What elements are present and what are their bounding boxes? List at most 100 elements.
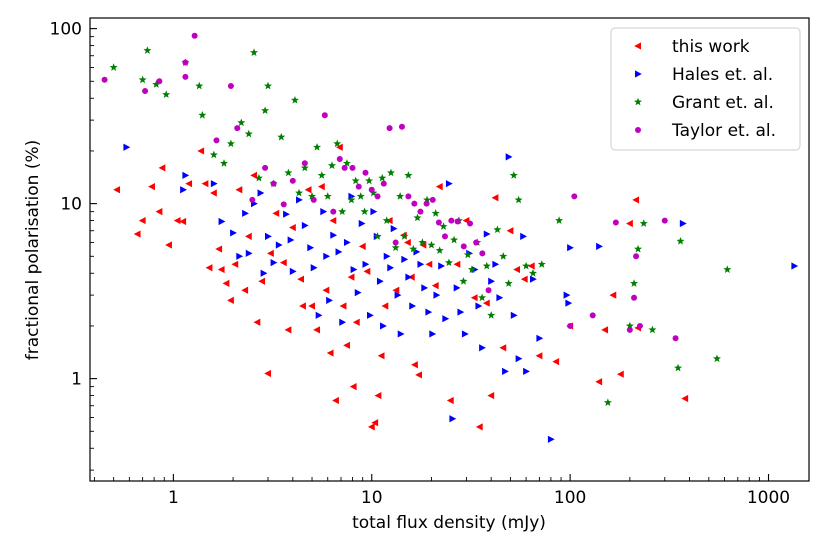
data-point	[515, 355, 523, 363]
data-point	[520, 232, 527, 240]
data-point	[547, 435, 555, 443]
data-point	[280, 201, 287, 208]
data-point	[479, 250, 486, 257]
data-point	[342, 159, 351, 167]
data-point	[413, 213, 422, 222]
data-point	[442, 315, 450, 323]
data-point	[467, 220, 474, 227]
data-point	[596, 242, 603, 250]
data-point	[343, 341, 350, 349]
data-point	[289, 223, 296, 232]
data-point	[313, 326, 321, 334]
data-point	[411, 200, 418, 207]
data-point	[475, 423, 483, 431]
data-point	[250, 171, 258, 179]
data-point	[360, 207, 369, 216]
data-point	[506, 227, 514, 235]
data-point	[244, 232, 252, 240]
legend-label: Grant et. al.	[672, 93, 774, 113]
data-point	[287, 236, 295, 244]
data-point	[404, 171, 413, 179]
data-point	[626, 219, 633, 228]
data-point	[198, 111, 207, 119]
data-point	[367, 423, 375, 431]
data-point	[209, 150, 218, 159]
data-point	[411, 361, 418, 369]
data-point	[265, 232, 272, 240]
data-point	[261, 106, 270, 115]
data-point	[387, 264, 395, 272]
x-tick-label: 1000	[747, 488, 790, 508]
x-tick-label: 10	[361, 488, 383, 508]
data-point	[236, 252, 244, 260]
data-point	[197, 147, 205, 155]
data-point	[723, 265, 732, 273]
data-point	[222, 279, 230, 288]
data-point	[513, 265, 521, 274]
data-point	[358, 242, 366, 250]
data-point	[386, 125, 393, 132]
data-point	[470, 294, 478, 302]
data-point	[417, 208, 424, 215]
data-point	[499, 344, 507, 352]
data-point	[123, 143, 131, 151]
legend: this work Hales et. al. Grant et. al. Taylo…	[610, 27, 801, 151]
data-point	[636, 322, 643, 329]
data-point	[380, 322, 387, 330]
data-point	[332, 396, 339, 405]
data-point	[487, 311, 496, 319]
data-point	[527, 262, 535, 270]
data-point	[195, 81, 204, 90]
data-point	[260, 269, 268, 277]
legend-item: Hales et. al.	[635, 65, 773, 85]
data-point	[323, 192, 332, 200]
data-point	[435, 183, 443, 191]
data-point	[632, 196, 640, 204]
legend-item: this work	[634, 37, 750, 57]
data-point	[589, 312, 596, 319]
data-point	[396, 192, 405, 200]
data-point	[439, 222, 448, 230]
data-point	[349, 164, 356, 171]
data-point	[330, 208, 337, 215]
data-point	[449, 415, 457, 423]
data-point	[245, 249, 253, 257]
data-point	[242, 209, 249, 217]
data-point	[227, 296, 234, 304]
data-point	[648, 325, 657, 334]
data-point	[415, 371, 422, 379]
data-point	[398, 123, 405, 130]
data-point	[382, 216, 391, 224]
data-point	[336, 155, 343, 162]
data-point	[445, 180, 453, 188]
data-points-layer	[101, 32, 799, 443]
data-point	[429, 196, 436, 203]
data-point	[713, 354, 721, 363]
data-point	[401, 255, 409, 264]
data-point	[138, 75, 147, 84]
data-point	[601, 326, 609, 334]
data-point	[496, 294, 504, 302]
data-point	[315, 311, 323, 319]
data-point	[634, 244, 643, 253]
data-point	[182, 73, 189, 80]
data-point	[514, 195, 523, 204]
data-point	[367, 311, 374, 319]
data-point	[425, 260, 433, 268]
data-point	[485, 287, 492, 294]
data-point	[244, 129, 253, 138]
data-point	[520, 275, 528, 283]
legend-label: Hales et. al.	[672, 65, 773, 85]
data-point	[355, 183, 362, 190]
data-point	[368, 186, 375, 193]
data-point	[386, 168, 395, 177]
data-point	[237, 118, 246, 127]
data-point	[339, 318, 347, 326]
data-point	[290, 95, 299, 104]
data-point	[296, 196, 303, 204]
legend-marker	[635, 127, 641, 133]
data-point	[348, 192, 356, 200]
data-point	[201, 180, 209, 188]
data-point	[625, 321, 634, 330]
data-point	[335, 143, 343, 151]
